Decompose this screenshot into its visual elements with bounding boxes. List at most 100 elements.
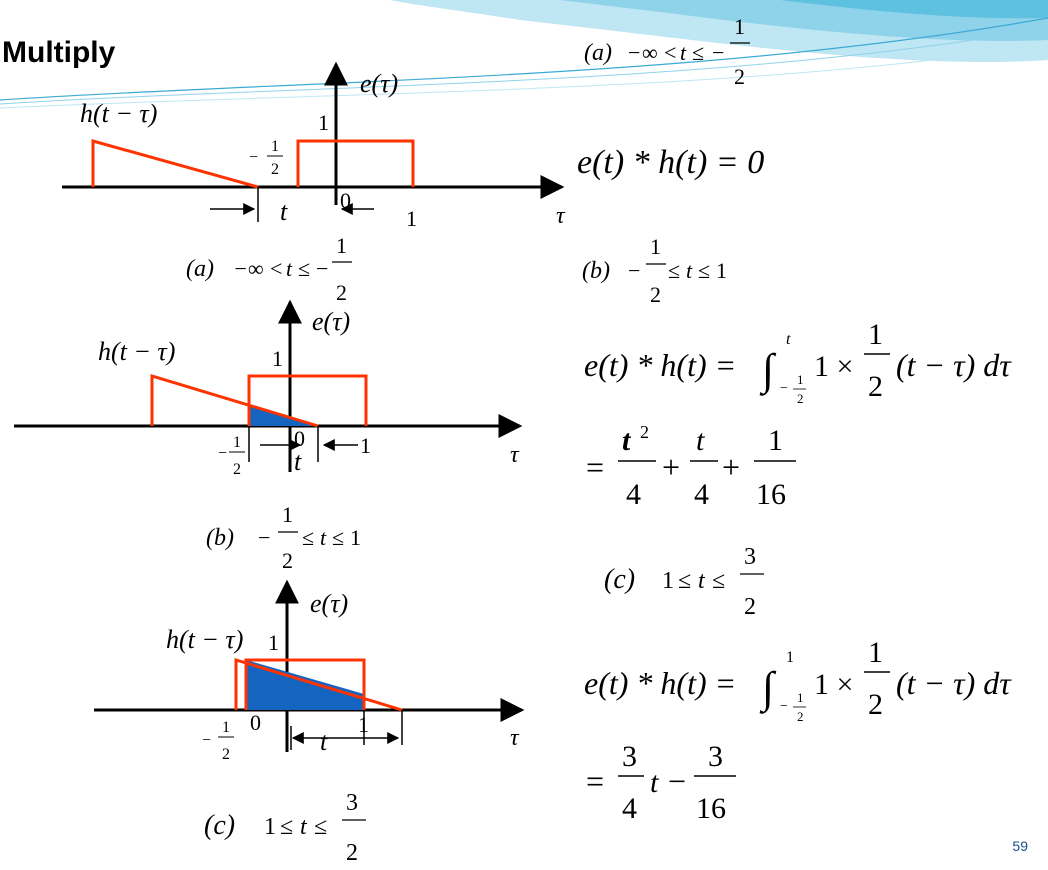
svg-text:≤: ≤: [302, 525, 314, 550]
svg-text:(c): (c): [604, 564, 635, 595]
page-number: 59: [1012, 838, 1028, 854]
svg-text:2: 2: [797, 709, 804, 724]
one-label: 1: [358, 712, 369, 737]
svg-text:1: 1: [734, 14, 745, 39]
amplitude-label: 1: [268, 630, 279, 655]
t-label: t: [280, 197, 288, 226]
svg-text:e(t) * h(t) =: e(t) * h(t) =: [584, 347, 736, 383]
svg-text:1: 1: [336, 233, 347, 258]
svg-text:<: <: [664, 40, 676, 65]
svg-text:1: 1: [222, 719, 230, 736]
svg-text:1: 1: [662, 568, 674, 594]
svg-text:3: 3: [708, 740, 723, 773]
svg-text:t: t: [686, 258, 693, 283]
svg-text:t: t: [696, 424, 705, 457]
svg-text:1: 1: [868, 636, 883, 669]
svg-text:1: 1: [768, 424, 783, 457]
svg-text:t: t: [622, 424, 632, 457]
svg-text:1 ×: 1 ×: [814, 668, 853, 701]
svg-text:t: t: [680, 40, 687, 65]
case-b-result: = t 2 4 + t 4 + 1 16: [586, 422, 796, 511]
svg-text:(t − τ) dτ: (t − τ) dτ: [896, 665, 1012, 701]
svg-text:1: 1: [797, 372, 804, 387]
t-label: t: [320, 727, 328, 756]
svg-text:4: 4: [622, 792, 637, 825]
svg-text:−: −: [316, 256, 328, 281]
svg-text:2: 2: [868, 370, 883, 403]
diagram-a: e(τ) h(t − τ) 1 − 1 2 t 0 1 τ (a) − ∞ < …: [62, 61, 566, 305]
e-tau-label: e(τ): [310, 589, 348, 618]
case-a-result: e(t) * h(t) = 0: [577, 144, 764, 181]
svg-text:≤: ≤: [678, 568, 691, 594]
svg-text:t: t: [650, 766, 659, 799]
amplitude-label: 1: [318, 110, 329, 135]
svg-text:1: 1: [716, 258, 727, 283]
svg-text:2: 2: [744, 594, 756, 620]
svg-text:−: −: [218, 445, 227, 462]
svg-text:2: 2: [868, 688, 883, 721]
svg-text:1: 1: [350, 525, 361, 550]
slide-title: Multiply: [2, 36, 116, 69]
svg-text:−: −: [668, 763, 686, 799]
svg-text:−: −: [202, 732, 211, 749]
case-c-result: = 3 4 t − 3 16: [586, 740, 736, 825]
svg-text:2: 2: [734, 64, 745, 89]
header-banner: [0, 0, 1048, 109]
svg-text:−: −: [780, 381, 788, 396]
svg-text:≤: ≤: [712, 568, 725, 594]
svg-text:(b): (b): [206, 525, 234, 551]
diagram-b: e(τ) h(t − τ) 1 − 1 2 0 t 1 τ (b) − 1 2 …: [14, 299, 523, 573]
svg-text:(a): (a): [186, 256, 214, 282]
svg-text:1 ×: 1 ×: [814, 350, 853, 383]
banner-line-3: [0, 43, 1048, 109]
svg-text:−: −: [628, 40, 640, 65]
svg-text:2: 2: [640, 422, 649, 442]
case-c-integral: e(t) * h(t) = ∫ 1 − 1 2 1 × 1 2 (t − τ) …: [584, 636, 1012, 724]
svg-text:(b): (b): [582, 258, 610, 284]
t-label: t: [294, 447, 302, 476]
e-tau-label: e(τ): [312, 307, 350, 336]
svg-text:−: −: [249, 149, 258, 166]
one-label: 1: [406, 206, 417, 231]
svg-text:≤: ≤: [692, 40, 704, 65]
svg-text:1: 1: [650, 234, 661, 259]
svg-text:2: 2: [797, 391, 804, 406]
h-t-tau-ramp: [234, 657, 403, 712]
banner-line-1: [0, 17, 1048, 101]
svg-text:−: −: [712, 40, 724, 65]
svg-text:1: 1: [868, 318, 883, 351]
h-t-tau-ramp: [150, 373, 319, 428]
e-tau-pulse: [244, 658, 366, 710]
axis-tau-label: τ: [510, 442, 520, 468]
svg-text:(t − τ) dτ: (t − τ) dτ: [896, 347, 1012, 383]
svg-text:≤: ≤: [314, 814, 327, 840]
svg-text:16: 16: [696, 792, 726, 825]
svg-text:2: 2: [336, 280, 347, 305]
svg-text:2: 2: [346, 840, 358, 866]
e-tau-pulse: [247, 374, 368, 426]
svg-text:2: 2: [271, 161, 279, 178]
zero-label: 0: [340, 188, 351, 213]
h-t-tau-ramp: [91, 139, 259, 189]
svg-text:16: 16: [756, 478, 786, 511]
svg-text:t: t: [786, 331, 791, 348]
neg-half-label: − 1 2: [249, 138, 283, 178]
svg-text:3: 3: [346, 790, 358, 816]
svg-text:≤: ≤: [298, 256, 310, 281]
neg-half-label: − 1 2: [218, 434, 245, 478]
svg-text:<: <: [270, 256, 282, 281]
svg-text:t: t: [300, 814, 308, 840]
svg-text:1: 1: [233, 434, 241, 451]
svg-text:=: =: [586, 449, 604, 485]
zero-label: 0: [250, 710, 261, 735]
svg-text:t: t: [320, 525, 327, 550]
svg-text:−: −: [628, 258, 640, 283]
amplitude-label: 1: [272, 346, 283, 371]
case-b-integral: e(t) * h(t) = ∫ t − 1 2 1 × 1 2 (t − τ) …: [584, 318, 1012, 406]
svg-text:≤: ≤: [332, 525, 344, 550]
h-label: h(t − τ): [80, 99, 157, 128]
h-label: h(t − τ): [98, 337, 175, 366]
svg-text:−: −: [258, 525, 270, 550]
